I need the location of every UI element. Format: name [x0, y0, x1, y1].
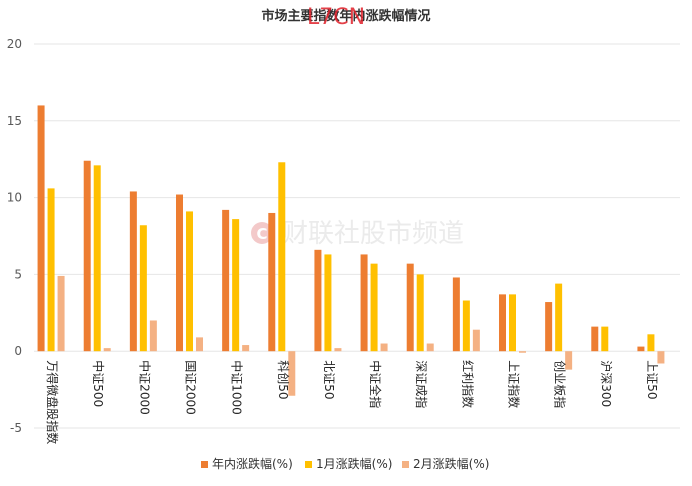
bar: [591, 326, 599, 352]
bar: [565, 351, 573, 370]
bar: [196, 337, 203, 352]
x-tick-label: 创业板指: [553, 360, 568, 408]
y-tick-label: 5: [14, 267, 22, 281]
bar: [426, 343, 434, 352]
bar: [452, 277, 460, 352]
x-tick-label: 中证1000: [230, 360, 245, 415]
bar: [360, 254, 368, 352]
bar: [637, 346, 645, 352]
bar: [242, 345, 250, 352]
bar: [288, 351, 296, 396]
y-axis: -5 0 5 10 15 20: [7, 37, 22, 435]
bar: [278, 162, 286, 352]
watermark-text: 财联社股市频道: [282, 219, 464, 249]
bar: [472, 329, 480, 352]
x-tick-label: 红利指数: [460, 360, 475, 408]
bar: [47, 188, 55, 352]
bar: [324, 254, 332, 352]
x-tick-label: 中证2000: [137, 360, 152, 415]
bar: [186, 211, 193, 352]
bar: [176, 194, 183, 352]
x-tick-label: 上证指数: [507, 360, 522, 408]
bar: [334, 348, 342, 352]
bar: [416, 274, 424, 352]
bar: [222, 209, 230, 352]
bar: [519, 351, 526, 353]
legend-swatch: [201, 461, 208, 468]
x-tick-label: 科创50: [276, 360, 290, 399]
legend-swatch: [305, 461, 312, 468]
bar: [83, 160, 91, 352]
bar: [406, 263, 414, 352]
bar: [149, 320, 157, 352]
x-tick-label: 深证成指: [414, 360, 429, 408]
y-tick-label: 20: [7, 37, 22, 51]
bar: [555, 283, 563, 352]
bar: [232, 219, 240, 352]
overlay-text: L7CN: [307, 5, 365, 30]
y-tick-label: 10: [7, 191, 22, 205]
legend-swatch: [402, 461, 409, 468]
legend: 年内涨跌幅(%) 1月涨跌幅(%) 2月涨跌幅(%): [201, 456, 489, 471]
x-tick-label: 万得微盘股指数: [45, 360, 60, 444]
bar: [380, 343, 388, 352]
y-tick-label: 0: [14, 344, 22, 358]
bar: [139, 225, 147, 352]
bar: [370, 263, 378, 352]
bar: [509, 294, 516, 352]
chart-title: 市场主要指数年内涨跌幅情况: [261, 8, 430, 24]
x-tick-label: 中证全指: [368, 360, 383, 408]
bar: [647, 334, 655, 352]
watermark: C 财联社股市频道: [251, 219, 464, 249]
bar: [499, 294, 506, 352]
bar: [601, 326, 609, 352]
x-tick-label: 北证50: [322, 360, 336, 399]
gridlines: [34, 43, 680, 429]
bar: [129, 191, 137, 352]
bar: [462, 300, 470, 352]
x-tick-label: 国证2000: [184, 360, 198, 415]
legend-label: 1月涨跌幅(%): [316, 456, 392, 471]
watermark-logo-icon: [251, 222, 273, 244]
bar: [545, 302, 553, 352]
bar: [314, 249, 322, 352]
x-tick-label: 中证500: [91, 360, 106, 407]
bar: [657, 351, 665, 364]
bars: [37, 105, 665, 396]
y-tick-label: -5: [10, 421, 22, 435]
bar: [103, 348, 111, 352]
x-axis: 万得微盘股指数 中证500 中证2000 国证2000 中证1000 科创50 北证50 中证…: [45, 360, 659, 444]
bar: [37, 105, 45, 352]
watermark-logo-letter: C: [256, 225, 267, 243]
y-tick-label: 15: [7, 114, 22, 128]
legend-label: 2月涨跌幅(%): [413, 456, 489, 471]
legend-label: 年内涨跌幅(%): [212, 456, 293, 471]
bar: [93, 165, 101, 352]
bar: [57, 275, 65, 352]
x-tick-label: 沪深300: [599, 360, 613, 407]
bar: [268, 212, 276, 352]
x-tick-label: 上证50: [645, 360, 659, 399]
